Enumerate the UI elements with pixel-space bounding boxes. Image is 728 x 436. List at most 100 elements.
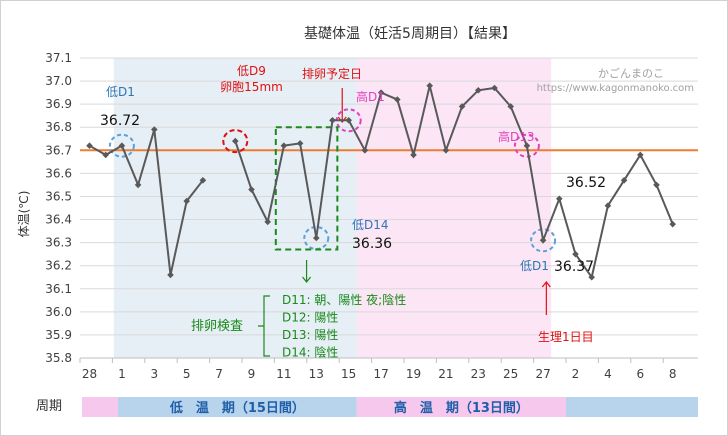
data-point [102,151,109,159]
data-point [329,117,336,124]
data-point [620,177,628,184]
data-point [523,142,531,149]
y-tick-label: 36.6 [45,166,72,180]
y-tick-label: 36.8 [45,120,72,134]
y-tick-label: 36.4 [45,213,72,227]
data-point [264,218,271,226]
y-tick-label: 37.0 [45,74,72,88]
data-point [361,147,369,154]
y-tick-label: 36.5 [45,189,72,203]
data-point [248,186,255,193]
high-d13-label: 高D13 [498,129,535,144]
low-d9-circle [222,129,249,154]
x-tick-label: 11 [276,367,291,381]
data-point [458,103,466,110]
ovulation-test-label: 排卵検査 [191,319,243,334]
low-d9-label: 低D9 [237,64,266,78]
data-point [491,84,498,92]
series-line [234,85,674,280]
data-point [475,87,482,94]
follicle-label: 卵胞15mm [220,80,283,94]
x-tick-label: 28 [82,367,97,381]
ovulation-window-box [274,126,339,251]
y-tick-label: 35.8 [45,351,72,365]
next-low-d1-value: 36.37 [554,259,594,275]
watermark-name: かごんまのこ [598,66,664,80]
data-point [232,137,239,145]
x-tick-label: 19 [406,367,421,381]
data-point [556,195,563,203]
test-result-3: D13: 陽性 [282,328,338,342]
phase-bar-high [356,397,566,417]
low-phase-background [113,58,357,358]
ovulation-planned-label: 排卵予定日 [302,66,362,81]
x-tick-label: 5 [183,367,191,381]
test-result-4: D14: 陰性 [282,346,338,360]
x-tick-label: 27 [535,367,550,381]
data-point [588,273,595,281]
test-arrow-head [302,276,312,283]
data-point [604,202,612,209]
data-point [442,147,450,154]
phase-high-label: 高 温 期（13日間） [394,400,529,416]
phase-low-label: 低 温 期（15日間） [169,400,305,416]
x-tick-label: 23 [471,367,486,381]
y-tick-label: 36.9 [45,97,72,111]
y-tick-label: 36.2 [45,259,72,273]
next-low-d1-label: 低D1 [520,259,549,273]
y-tick-label: 36.1 [45,282,72,296]
period-arrow-head [541,281,551,288]
data-point [151,126,158,133]
y-axis-label: 体温(℃) [17,191,31,238]
data-point [183,197,190,205]
data-point [653,181,660,189]
y-tick-label: 36.3 [45,236,72,250]
ovulation-date-arrow-head [337,116,347,123]
phase-bar-label: 周期 [36,399,62,414]
data-point [167,271,174,279]
data-point [410,151,417,159]
low-d1-circle [108,133,135,158]
data-point [199,177,207,184]
high-d1-label: 高D1 [356,89,385,104]
chart-title: 基礎体温（妊活5周期目）【結果】 [304,25,516,42]
data-point [539,237,547,244]
phase-bar-low [118,397,357,417]
data-point [426,82,433,89]
x-tick-label: 1 [118,367,126,381]
data-point [296,140,304,147]
data-point [572,250,579,258]
data-point [394,96,401,103]
data-point [280,142,288,149]
y-tick-label: 36.7 [45,143,72,157]
data-point [134,181,142,189]
x-tick-label: 9 [248,367,256,381]
low-d1-value: 36.72 [100,113,140,129]
test-result-1: D11: 朝、陽性 夜;陰性 [282,292,406,307]
y-tick-label: 36.0 [45,305,72,319]
data-point [669,220,676,228]
watermark-url: https://www.kagonmanoko.com [537,83,694,94]
x-tick-label: 6 [636,367,644,381]
series-line [89,129,204,276]
next-low-d1-circle [530,228,557,253]
low-d1-label: 低D1 [106,85,135,99]
data-point [86,142,93,149]
high-d13-circle [513,133,540,158]
x-tick-label: 17 [373,367,388,381]
high-phase-background [356,58,552,358]
x-tick-label: 7 [215,367,223,381]
test-result-2: D12: 陽性 [282,311,338,325]
test-bracket [258,295,270,357]
phase-bar-prev-high [82,397,118,417]
x-tick-label: 21 [438,367,453,381]
x-tick-label: 2 [572,367,580,381]
x-tick-label: 13 [309,367,324,381]
y-tick-label: 35.9 [45,328,72,342]
x-tick-label: 8 [669,367,677,381]
data-point [637,151,644,159]
x-tick-label: 15 [341,367,356,381]
data-point [345,117,352,124]
x-tick-label: 3 [150,367,158,381]
